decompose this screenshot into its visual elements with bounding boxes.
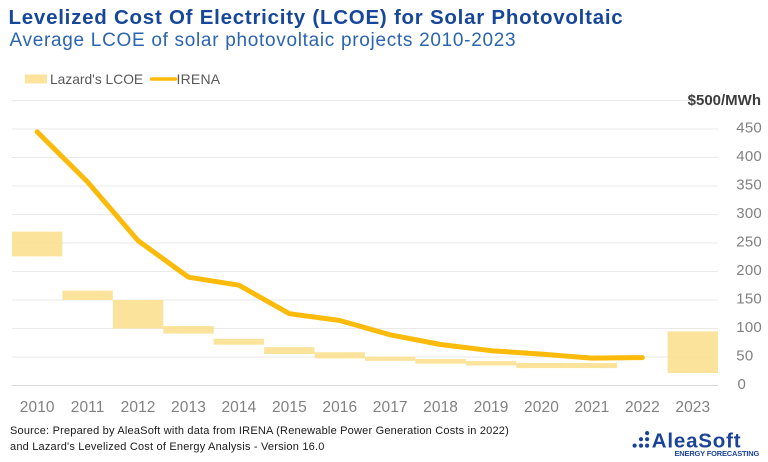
svg-text:300: 300 bbox=[736, 205, 762, 222]
svg-text:ENERGY FORECASTING: ENERGY FORECASTING bbox=[675, 449, 760, 458]
svg-text:Lazard's LCOE: Lazard's LCOE bbox=[50, 72, 143, 87]
svg-text:2023: 2023 bbox=[675, 399, 710, 416]
svg-text:2014: 2014 bbox=[221, 399, 256, 416]
svg-text:2022: 2022 bbox=[625, 399, 660, 416]
svg-text:2020: 2020 bbox=[524, 399, 559, 416]
svg-text:250: 250 bbox=[736, 234, 762, 251]
svg-text:400: 400 bbox=[736, 148, 762, 165]
svg-text:450: 450 bbox=[736, 120, 762, 137]
svg-text:$500/MWh: $500/MWh bbox=[688, 92, 761, 109]
svg-text:150: 150 bbox=[736, 291, 762, 308]
svg-text:0: 0 bbox=[738, 376, 747, 393]
svg-text:2011: 2011 bbox=[71, 399, 105, 416]
svg-text:2013: 2013 bbox=[171, 399, 206, 416]
svg-text:AleaSoft: AleaSoft bbox=[652, 429, 742, 452]
svg-text:2018: 2018 bbox=[423, 399, 458, 416]
svg-text:IRENA: IRENA bbox=[177, 71, 221, 87]
svg-text:2012: 2012 bbox=[121, 399, 156, 416]
svg-text:350: 350 bbox=[736, 177, 762, 194]
svg-text:200: 200 bbox=[736, 262, 762, 279]
svg-text:2010: 2010 bbox=[20, 399, 55, 416]
svg-text:100: 100 bbox=[736, 319, 762, 336]
svg-text:2019: 2019 bbox=[474, 399, 509, 416]
svg-text:2016: 2016 bbox=[322, 399, 357, 416]
svg-text:2017: 2017 bbox=[373, 399, 408, 416]
svg-text:2021: 2021 bbox=[574, 399, 609, 416]
svg-text:2015: 2015 bbox=[272, 399, 307, 416]
svg-text:50: 50 bbox=[736, 348, 753, 365]
